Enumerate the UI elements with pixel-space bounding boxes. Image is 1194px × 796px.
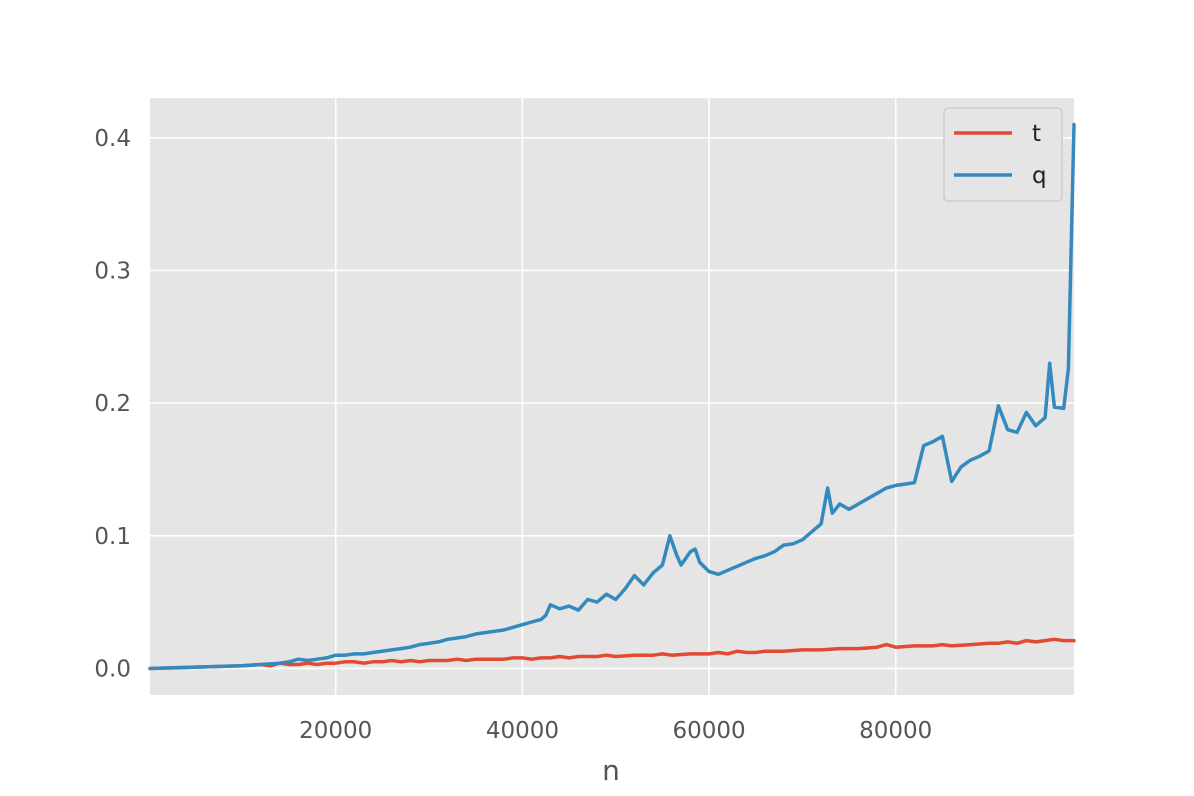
grid-lines <box>150 98 1074 695</box>
legend-label-q: q <box>1032 163 1047 189</box>
y-tick-label: 0.3 <box>94 258 131 284</box>
legend: t q <box>943 107 1063 202</box>
y-tick-label: 0.2 <box>94 391 131 417</box>
y-tick-label: 0.4 <box>94 126 131 152</box>
x-tick-label: 40000 <box>486 718 559 744</box>
series-line-t <box>148 637 1076 671</box>
x-tick-label: 80000 <box>859 718 932 744</box>
y-tick-label: 0.1 <box>94 524 131 550</box>
x-axis-title: n <box>602 754 620 787</box>
y-tick-label: 0.0 <box>94 656 131 682</box>
y-tick-labels: 0.0 0.1 0.2 0.3 0.4 <box>94 126 131 683</box>
x-tick-labels: 20000 40000 60000 80000 <box>299 718 932 744</box>
x-tick-label: 20000 <box>299 718 372 744</box>
x-tick-label: 60000 <box>672 718 745 744</box>
series-lines <box>148 122 1076 671</box>
plot-background <box>150 98 1074 695</box>
legend-label-t: t <box>1032 121 1041 147</box>
series-line-q <box>148 122 1076 671</box>
